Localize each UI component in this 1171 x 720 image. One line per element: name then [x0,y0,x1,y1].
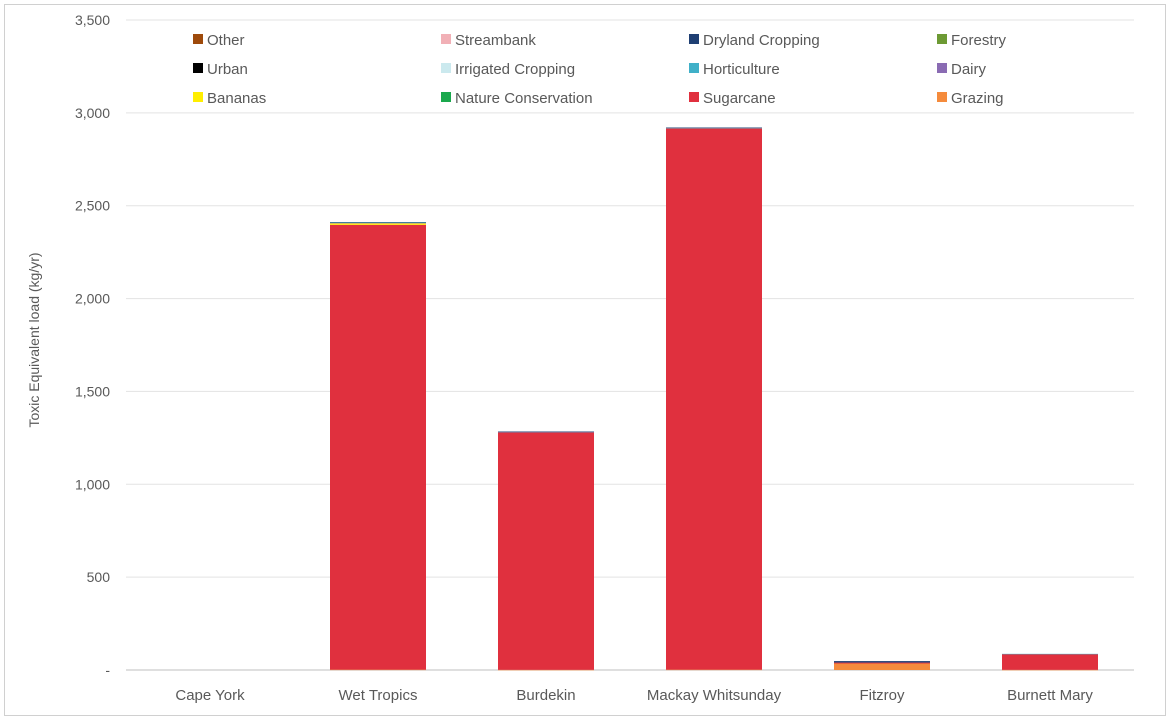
legend-swatch [441,34,451,44]
y-tick-label: 3,000 [75,105,110,121]
legend-label: Irrigated Cropping [455,61,575,78]
legend-swatch [937,34,947,44]
legend-swatch [193,92,203,102]
legend-label: Horticulture [703,61,780,78]
y-tick-label: - [105,662,110,678]
y-tick-label: 1,500 [75,383,110,399]
y-axis-label: Toxic Equivalent load (kg/yr) [26,252,42,427]
legend-label: Grazing [951,90,1004,107]
legend-swatch [193,34,203,44]
chart-border [4,4,1166,716]
legend-label: Forestry [951,32,1007,49]
legend-label: Dryland Cropping [703,32,820,49]
bar-segment [1002,653,1098,655]
bar-segment [1002,654,1098,670]
y-tick-label: 2,500 [75,198,110,214]
legend-label: Sugarcane [703,90,776,107]
bar-segment [834,662,930,664]
y-tick-label: 500 [87,569,111,585]
x-tick-label: Burdekin [516,687,575,704]
x-tick-label: Wet Tropics [339,687,418,704]
legend-label: Dairy [951,61,987,78]
legend-label: Urban [207,61,248,78]
x-tick-label: Burnett Mary [1007,687,1093,704]
legend-swatch [689,92,699,102]
bar-segment [498,669,594,671]
x-tick-label: Cape York [175,687,245,704]
bar-segment [666,669,762,671]
x-tick-label: Fitzroy [860,687,906,704]
y-tick-label: 1,000 [75,476,110,492]
legend-label: Bananas [207,90,266,107]
legend-label: Streambank [455,32,536,49]
legend-swatch [193,63,203,73]
bar-segment [666,128,762,670]
legend-label: Nature Conservation [455,90,593,107]
legend-swatch [441,92,451,102]
bar-segment [834,663,930,670]
y-tick-label: 3,500 [75,12,110,28]
bar-segment [330,222,426,223]
legend-swatch [441,63,451,73]
x-tick-label: Mackay Whitsunday [647,687,782,704]
bar-segment [498,431,594,433]
bar-segment [330,222,426,224]
bar-segment [834,661,930,663]
legend-swatch [689,34,699,44]
legend-label: Other [207,32,245,49]
bar-segment [330,224,426,670]
y-tick-label: 2,000 [75,291,110,307]
bar-segment [1002,669,1098,671]
bar-segment [330,669,426,671]
legend-swatch [937,63,947,73]
legend-swatch [937,92,947,102]
legend-swatch [689,63,699,73]
bar-segment [498,432,594,670]
bar-segment [330,222,426,223]
bar-segment [330,223,426,225]
